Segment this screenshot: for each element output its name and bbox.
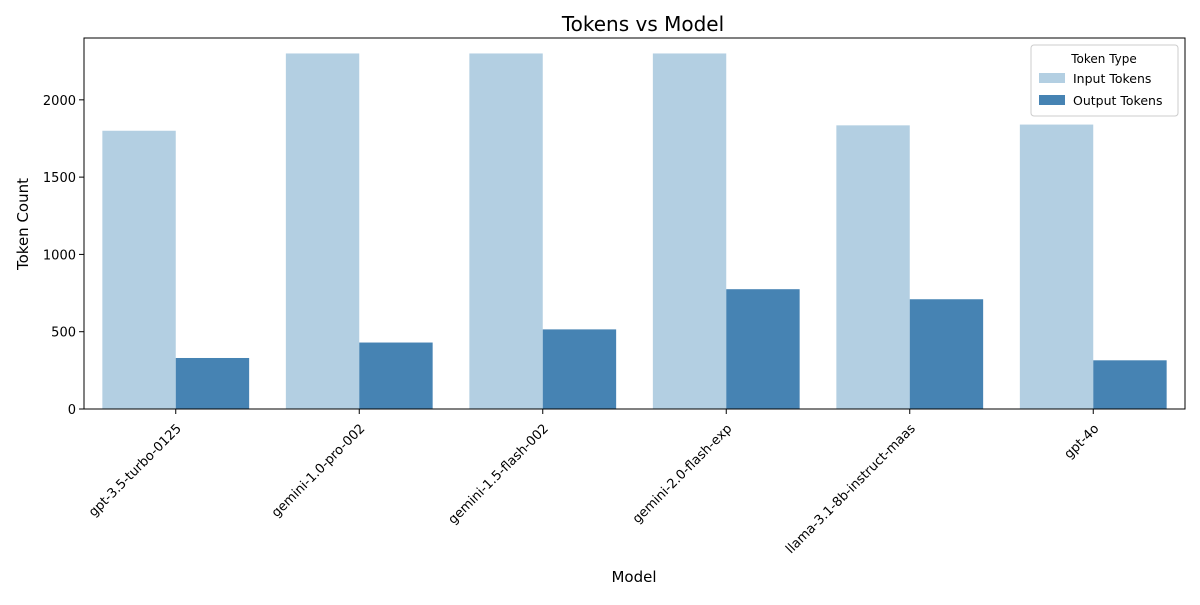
- y-tick-label: 2000: [43, 94, 76, 109]
- bar-output-tokens-llama-3-1-8b-instruct-maas: [909, 299, 984, 409]
- bar-input-tokens-llama-3-1-8b-instruct-maas: [836, 125, 910, 409]
- bar-output-tokens-gemini-1-0-pro-002: [359, 342, 433, 409]
- x-tick-label: llama-3.1-8b-instruct-maas: [783, 421, 919, 557]
- x-tick-label: gpt-4o: [1062, 421, 1103, 462]
- bar-input-tokens-gpt-4o: [1019, 124, 1094, 410]
- y-tick-label: 0: [68, 403, 76, 418]
- chart-title: Tokens vs Model: [561, 12, 724, 36]
- legend: Token Type Input Tokens Output Tokens: [1030, 44, 1179, 117]
- y-axis-label: Token Count: [14, 178, 32, 271]
- legend-title: Token Type: [1070, 52, 1137, 66]
- bar-input-tokens-gemini-2-0-flash-exp: [652, 53, 727, 409]
- legend-box: [1030, 44, 1179, 117]
- bar-output-tokens-gpt-4o: [1093, 360, 1167, 409]
- y-axis-ticks: 0 500 1000 1500 2000: [43, 94, 84, 418]
- x-tick-label: gemini-2.0-flash-exp: [630, 421, 735, 526]
- bar-output-tokens-gemini-1-5-flash-002: [542, 329, 617, 409]
- y-tick-label: 500: [51, 326, 76, 341]
- bar-input-tokens-gpt-3-5-turbo-0125: [102, 130, 176, 409]
- legend-swatch-output-tokens: [1039, 95, 1065, 105]
- x-tick-label: gemini-1.5-flash-002: [446, 421, 552, 527]
- x-tick-label: gemini-1.0-pro-002: [269, 421, 368, 520]
- bars-layer: [102, 53, 1167, 410]
- y-tick-label: 1500: [43, 171, 76, 186]
- bar-output-tokens-gpt-3-5-turbo-0125: [175, 357, 250, 409]
- y-tick-label: 1000: [43, 248, 76, 263]
- x-tick-label: gpt-3.5-turbo-0125: [86, 421, 185, 520]
- legend-label-output-tokens: Output Tokens: [1073, 93, 1162, 108]
- plot-area-frame: [83, 37, 1186, 410]
- legend-label-input-tokens: Input Tokens: [1073, 71, 1151, 86]
- legend-swatch-input-tokens: [1039, 73, 1065, 83]
- x-axis-label: Model: [611, 568, 656, 586]
- bar-output-tokens-gemini-2-0-flash-exp: [726, 289, 800, 409]
- bar-input-tokens-gemini-1-5-flash-002: [469, 53, 543, 409]
- x-axis-ticks: gpt-3.5-turbo-0125 gemini-1.0-pro-002 gemi…: [86, 409, 1102, 557]
- bar-input-tokens-gemini-1-0-pro-002: [285, 53, 360, 409]
